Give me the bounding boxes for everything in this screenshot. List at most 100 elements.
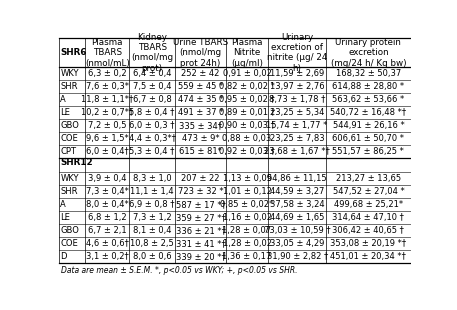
Text: SHR: SHR (60, 187, 78, 196)
Text: 547,52 ± 27,04 *: 547,52 ± 27,04 * (333, 187, 404, 196)
Text: 6,9 ± 0,8 †: 6,9 ± 0,8 † (129, 200, 175, 209)
Text: 8,0 ± 0,4*: 8,0 ± 0,4* (86, 200, 128, 209)
Text: 23,68 ± 1,67 *†: 23,68 ± 1,67 *† (264, 147, 330, 156)
Text: 544,91 ± 26,16 *: 544,91 ± 26,16 * (333, 121, 404, 130)
Text: 7,6 ± 0,3*: 7,6 ± 0,3* (86, 82, 129, 91)
Text: 23,25 ± 7,83: 23,25 ± 7,83 (270, 134, 324, 143)
Text: 8,3 ± 1,0: 8,3 ± 1,0 (133, 174, 171, 183)
Text: CPT: CPT (60, 147, 76, 156)
Text: 7,3 ± 1,2: 7,3 ± 1,2 (133, 213, 171, 222)
Text: 473 ± 9*: 473 ± 9* (181, 134, 219, 143)
Text: 6,7 ± 0,8: 6,7 ± 0,8 (133, 95, 171, 104)
Text: 306,42 ± 40,65 †: 306,42 ± 40,65 † (332, 226, 404, 235)
Text: 540,72 ± 16,48 *†: 540,72 ± 16,48 *† (330, 108, 406, 117)
Text: 7,5 ± 0,4: 7,5 ± 0,4 (133, 82, 171, 91)
Text: Urine TBARS
(nmol/mg
prot 24h): Urine TBARS (nmol/mg prot 24h) (173, 38, 228, 68)
Text: 31,90 ± 2,82 †: 31,90 ± 2,82 † (266, 252, 328, 261)
Text: 723 ± 32 *: 723 ± 32 * (178, 187, 223, 196)
Text: 1,28 ± 0,07: 1,28 ± 0,07 (223, 226, 271, 235)
Text: 1,28 ± 0,02: 1,28 ± 0,02 (223, 239, 271, 248)
Text: 6,4 ± 0,4: 6,4 ± 0,4 (133, 69, 171, 78)
Text: 615 ± 81*: 615 ± 81* (179, 147, 222, 156)
Text: 491 ± 37 *: 491 ± 37 * (178, 108, 223, 117)
Text: 0,89 ± 0,01 †: 0,89 ± 0,01 † (219, 108, 275, 117)
Text: 168,32 ± 50,37: 168,32 ± 50,37 (336, 69, 401, 78)
Text: COE: COE (60, 239, 78, 248)
Text: 0,85 ± 0,02*: 0,85 ± 0,02* (220, 200, 274, 209)
Text: 614,88 ± 28,80 *: 614,88 ± 28,80 * (332, 82, 404, 91)
Text: Plasma
TBARS
(nmol/mL): Plasma TBARS (nmol/mL) (85, 38, 130, 68)
Text: 0,91 ± 0,02: 0,91 ± 0,02 (223, 69, 271, 78)
Text: 336 ± 21 *†: 336 ± 21 *† (175, 226, 225, 235)
Text: 1,01 ± 0,12: 1,01 ± 0,12 (223, 187, 271, 196)
Text: 5,3 ± 0,4 †: 5,3 ± 0,4 † (129, 147, 175, 156)
Text: 339 ± 20 *†: 339 ± 20 *† (175, 252, 225, 261)
Text: 8,0 ± 0,6: 8,0 ± 0,6 (133, 252, 171, 261)
Text: 37,58 ± 3,24: 37,58 ± 3,24 (270, 200, 324, 209)
Text: 13,97 ± 2,76: 13,97 ± 2,76 (270, 82, 324, 91)
Text: 6,8 ± 1,2: 6,8 ± 1,2 (88, 213, 127, 222)
Text: Plasma
Nitrite
(μg/ml): Plasma Nitrite (μg/ml) (231, 38, 263, 68)
Text: 3,9 ± 0,4: 3,9 ± 0,4 (88, 174, 127, 183)
Text: 11,8 ± 1,1*†: 11,8 ± 1,1*† (81, 95, 133, 104)
Text: Kidney
TBARS
(nmol/mg
prot): Kidney TBARS (nmol/mg prot) (131, 33, 173, 73)
Text: 0,82 ± 0,02 *: 0,82 ± 0,02 * (219, 82, 275, 91)
Text: 0,92 ± 0,03 †: 0,92 ± 0,03 † (219, 147, 275, 156)
Text: 451,01 ± 20,34 *†: 451,01 ± 20,34 *† (330, 252, 406, 261)
Text: 10,8 ± 2,5: 10,8 ± 2,5 (130, 239, 174, 248)
Text: 33,05 ± 4,29: 33,05 ± 4,29 (270, 239, 324, 248)
Text: 3,1 ± 0,2†: 3,1 ± 0,2† (86, 252, 128, 261)
Text: SHR6: SHR6 (60, 48, 87, 57)
Text: 73,03 ± 10,59 †: 73,03 ± 10,59 † (264, 226, 330, 235)
Text: 11,1 ± 1,4: 11,1 ± 1,4 (130, 187, 174, 196)
Text: 213,27 ± 13,65: 213,27 ± 13,65 (336, 174, 401, 183)
Text: 4,6 ± 0,6†: 4,6 ± 0,6† (86, 239, 129, 248)
Text: 252 ± 42: 252 ± 42 (181, 69, 220, 78)
Text: WKY: WKY (60, 69, 79, 78)
Text: 0,90 ± 0,03 †: 0,90 ± 0,03 † (219, 121, 275, 130)
Text: GBO: GBO (60, 121, 79, 130)
Text: 0,95 ± 0,02 †: 0,95 ± 0,02 † (219, 95, 275, 104)
Text: 0,88 ± 0,03: 0,88 ± 0,03 (223, 134, 271, 143)
Text: SHR: SHR (60, 82, 78, 91)
Text: 353,08 ± 20,19 *†: 353,08 ± 20,19 *† (330, 239, 406, 248)
Text: 314,64 ± 47,10 †: 314,64 ± 47,10 † (332, 213, 404, 222)
Text: 474 ± 35 *: 474 ± 35 * (178, 95, 223, 104)
Text: 11,59 ± 2,69: 11,59 ± 2,69 (270, 69, 324, 78)
Text: 551,57 ± 86,25 *: 551,57 ± 86,25 * (332, 147, 404, 156)
Text: 8,73 ± 1,78 †: 8,73 ± 1,78 † (269, 95, 325, 104)
Text: WKY: WKY (60, 174, 79, 183)
Text: 4,4 ± 0,3*†: 4,4 ± 0,3*† (128, 134, 175, 143)
Text: SHR12: SHR12 (60, 158, 93, 167)
Text: 6,0 ± 0,3 †: 6,0 ± 0,3 † (129, 121, 175, 130)
Text: 1,36 ± 0,17: 1,36 ± 0,17 (223, 252, 271, 261)
Text: 207 ± 22: 207 ± 22 (181, 174, 220, 183)
Text: LE: LE (60, 213, 70, 222)
Text: Urinary protein
excretion
(mg/24 h/ Kg bw): Urinary protein excretion (mg/24 h/ Kg b… (330, 38, 406, 68)
Text: 559 ± 45 *: 559 ± 45 * (178, 82, 223, 91)
Text: 44,69 ± 1,65: 44,69 ± 1,65 (270, 213, 324, 222)
Text: 10,2 ± 0,7*†: 10,2 ± 0,7*† (81, 108, 133, 117)
Text: 1,16 ± 0,02: 1,16 ± 0,02 (223, 213, 271, 222)
Text: 9,6 ± 1,5*: 9,6 ± 1,5* (86, 134, 128, 143)
Text: 44,59 ± 3,27: 44,59 ± 3,27 (270, 187, 324, 196)
Text: 587 ± 17 *†: 587 ± 17 *† (175, 200, 225, 209)
Text: 23,25 ± 5,34: 23,25 ± 5,34 (270, 108, 324, 117)
Text: GBO: GBO (60, 226, 79, 235)
Text: 5,8 ± 0,4 †: 5,8 ± 0,4 † (129, 108, 175, 117)
Text: 7,2 ± 0,5: 7,2 ± 0,5 (88, 121, 127, 130)
Text: 331 ± 41 *†: 331 ± 41 *† (175, 239, 225, 248)
Text: Data are mean ± S.E.M. *, p<0.05 vs WKY; +, p<0.05 vs SHR.: Data are mean ± S.E.M. *, p<0.05 vs WKY;… (61, 266, 297, 275)
Text: 6,3 ± 0,2: 6,3 ± 0,2 (88, 69, 127, 78)
Text: LE: LE (60, 108, 70, 117)
Text: 6,0 ± 0,4†: 6,0 ± 0,4† (86, 147, 128, 156)
Text: Urinary
excretion of
nitrite (μg/ 24
h): Urinary excretion of nitrite (μg/ 24 h) (267, 33, 327, 73)
Text: COE: COE (60, 134, 78, 143)
Text: 359 ± 27 *†: 359 ± 27 *† (175, 213, 225, 222)
Text: 54,86 ± 11,15: 54,86 ± 11,15 (267, 174, 327, 183)
Text: 8,1 ± 0,4: 8,1 ± 0,4 (133, 226, 171, 235)
Text: 15,74 ± 1,77 *: 15,74 ± 1,77 * (266, 121, 328, 130)
Text: 7,3 ± 0,4*: 7,3 ± 0,4* (86, 187, 129, 196)
Text: 6,7 ± 2,1: 6,7 ± 2,1 (88, 226, 127, 235)
Text: 606,61 ± 50,70 *: 606,61 ± 50,70 * (332, 134, 404, 143)
